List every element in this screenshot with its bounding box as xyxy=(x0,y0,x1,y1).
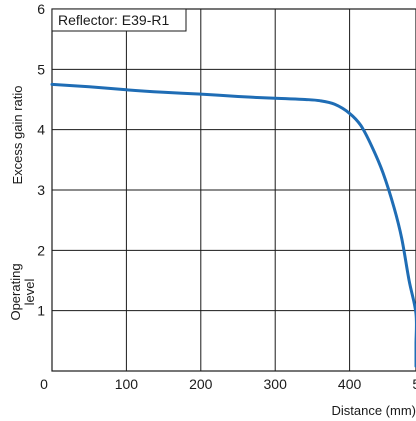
y-axis-title: Excess gain ratio xyxy=(10,86,25,185)
y-tick-label: 4 xyxy=(37,122,45,138)
excess-gain-curve xyxy=(50,82,416,368)
x-axis-title: Distance (mm) xyxy=(331,403,416,418)
operating-label-line-1: Operating xyxy=(8,263,23,320)
y-tick-label: 6 xyxy=(37,1,45,17)
operating-level-label: Operating level xyxy=(8,263,37,320)
y-tick-label: 3 xyxy=(37,182,45,198)
y-tick-label: 2 xyxy=(37,242,45,258)
plot-frame xyxy=(51,8,416,372)
annotation-box: Reflector: E39-R1 xyxy=(51,8,187,32)
x-tick-label: 200 xyxy=(189,376,213,392)
x-tick-labels: 0 100 200 300 400 500 xyxy=(40,376,416,392)
x-tick-label: 0 xyxy=(40,376,48,392)
y-tick-labels: 1 2 3 4 5 6 xyxy=(37,1,45,319)
x-tick-label: 500 xyxy=(412,376,416,392)
series-layer xyxy=(50,82,416,368)
x-tick-label: 300 xyxy=(264,376,288,392)
operating-label-line-2: level xyxy=(22,279,37,306)
x-tick-label: 100 xyxy=(115,376,139,392)
y-tick-label: 1 xyxy=(37,303,45,319)
y-tick-label: 5 xyxy=(37,61,45,77)
chart-grid xyxy=(52,8,416,371)
reflector-annotation: Reflector: E39-R1 xyxy=(58,12,169,28)
x-tick-label: 400 xyxy=(338,376,362,392)
